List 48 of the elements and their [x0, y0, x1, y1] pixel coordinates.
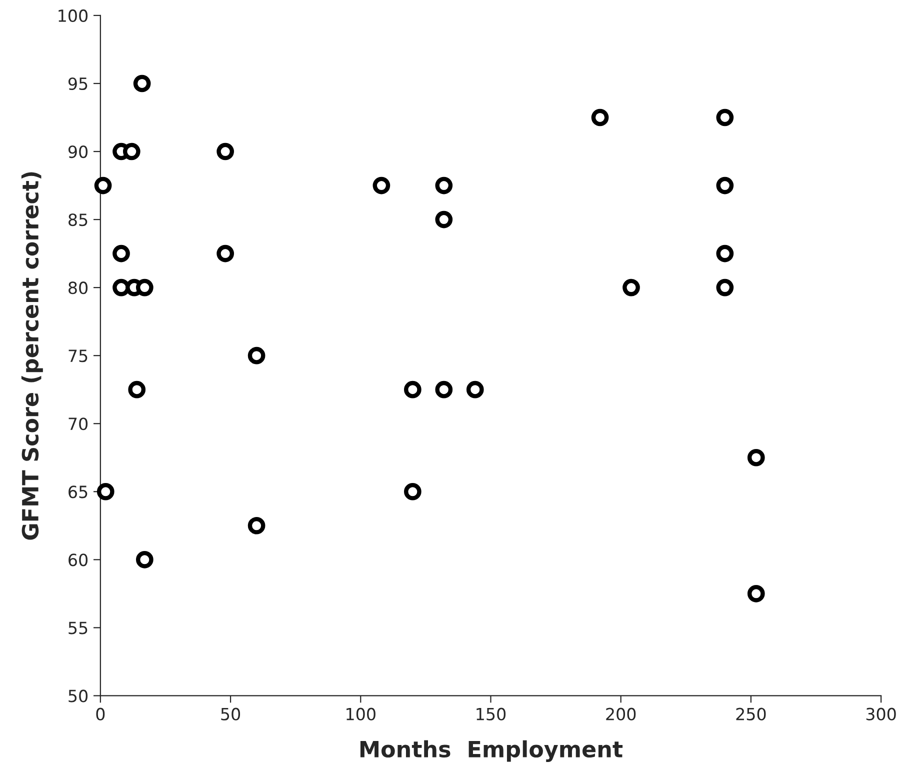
y-tick-label: 65 — [68, 486, 88, 498]
point — [404, 482, 422, 500]
point — [216, 244, 234, 262]
x-axis-title: Months Employment — [360, 740, 623, 762]
point — [747, 584, 765, 602]
point — [435, 176, 453, 194]
point — [96, 482, 114, 500]
point — [466, 380, 484, 398]
point — [94, 176, 112, 194]
point — [716, 244, 734, 262]
point — [435, 210, 453, 228]
point — [591, 108, 609, 126]
point — [716, 278, 734, 296]
point — [248, 516, 266, 534]
x-tick-label: 50 — [221, 708, 240, 720]
y-tick-label: 55 — [68, 622, 88, 634]
point — [622, 278, 640, 296]
point — [747, 448, 765, 466]
point — [716, 108, 734, 126]
point — [112, 244, 130, 262]
y-tick-label: 80 — [68, 282, 88, 294]
point — [435, 380, 453, 398]
point — [216, 142, 234, 160]
y-tick-label: 85 — [68, 213, 88, 226]
x-tick-label: 250 — [736, 708, 766, 720]
point — [136, 550, 154, 568]
x-tick-label: 300 — [866, 708, 896, 720]
y-tick-label: 100 — [58, 9, 88, 22]
point — [122, 142, 140, 160]
point — [112, 278, 130, 296]
point — [136, 278, 154, 296]
y-axis-title: GFMT Score (percent correct) — [21, 172, 43, 540]
x-tick-label: 150 — [476, 708, 506, 720]
point — [128, 380, 146, 398]
point — [372, 176, 390, 194]
y-tick-label: 50 — [68, 690, 88, 702]
point — [248, 346, 266, 364]
y-tick-label: 95 — [68, 77, 88, 90]
point — [716, 176, 734, 194]
y-tick-label: 75 — [68, 350, 88, 362]
x-tick-label: 100 — [346, 708, 376, 720]
y-tick-label: 60 — [68, 554, 88, 566]
point — [404, 380, 422, 398]
x-tick-label: 0 — [96, 708, 105, 720]
x-tick-label: 200 — [606, 708, 636, 720]
point — [133, 74, 151, 92]
y-tick-label: 90 — [68, 145, 88, 158]
y-tick-label: 70 — [68, 418, 88, 430]
